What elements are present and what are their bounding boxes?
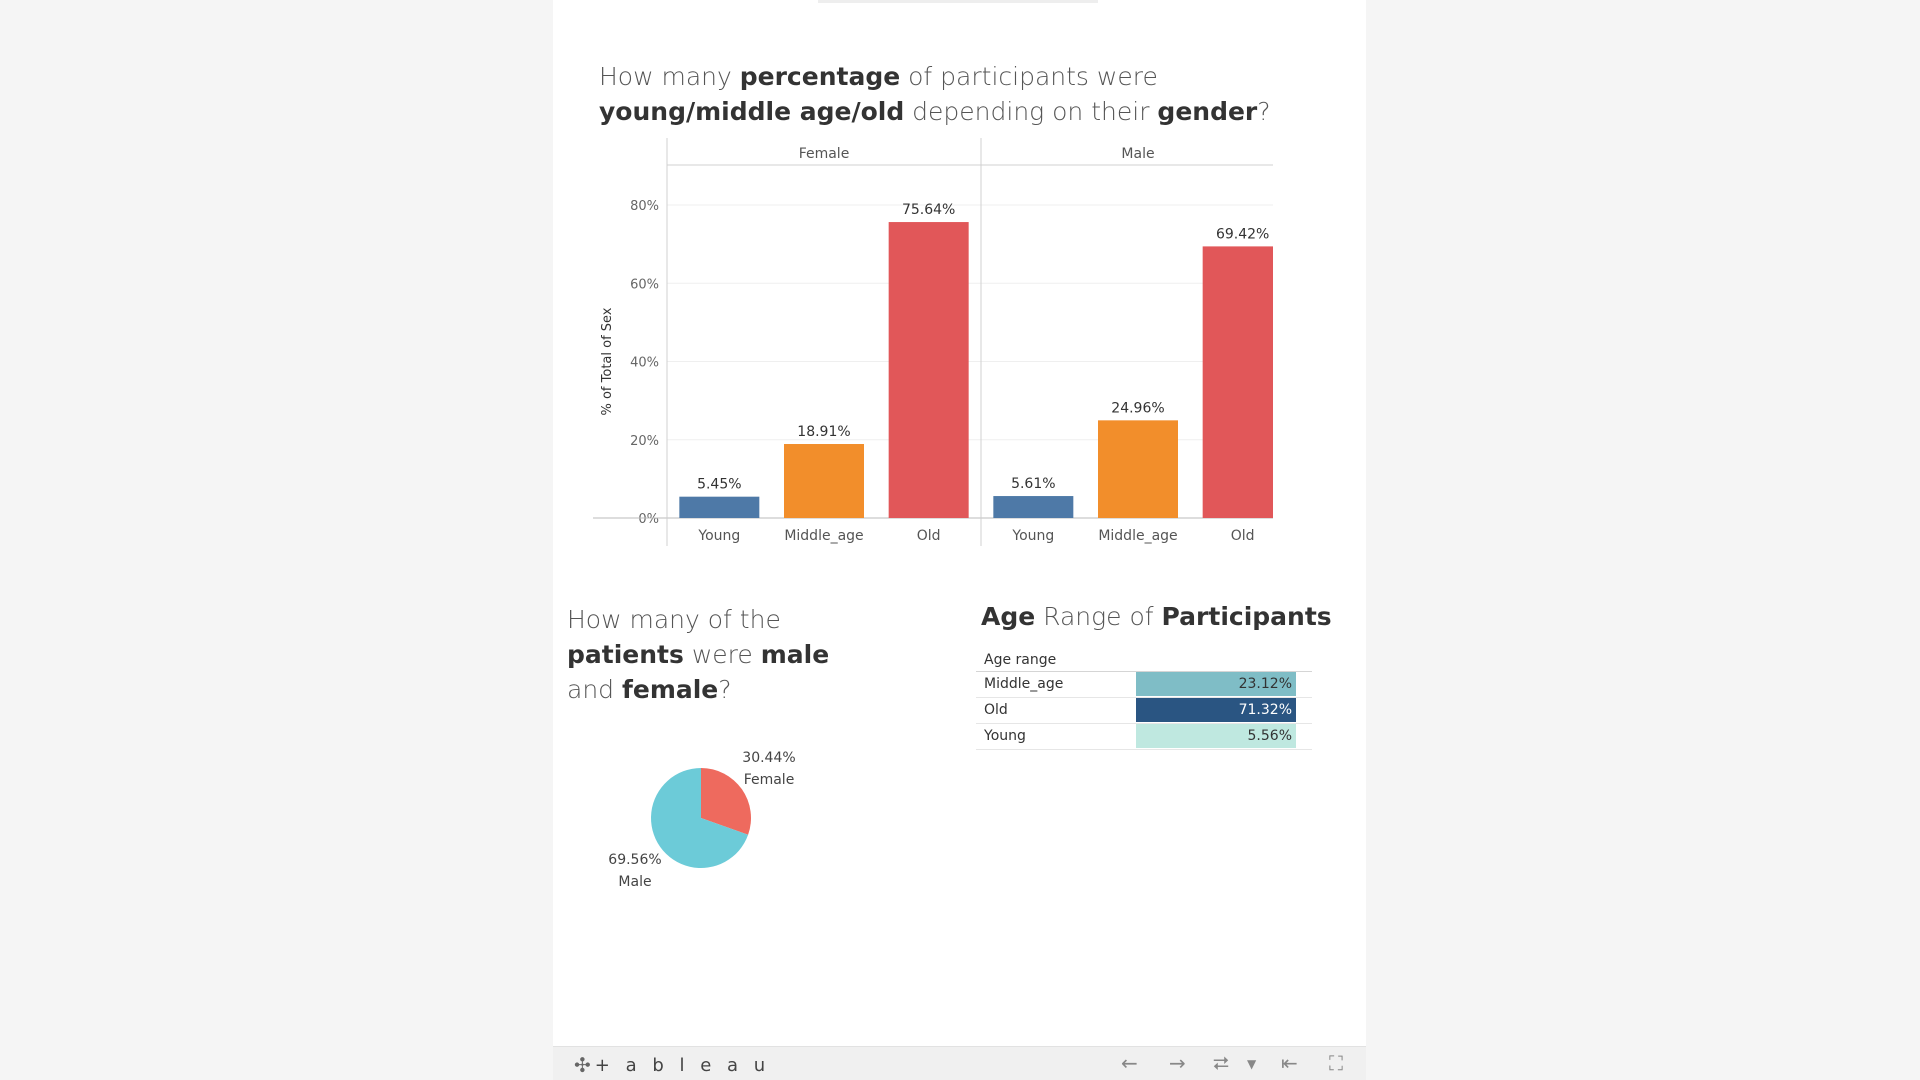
table-row: Middle_age 23.12% <box>976 672 1312 698</box>
y-axis-title: % of Total of Sex <box>600 307 615 415</box>
data-label: 75.64% <box>902 202 955 218</box>
title-segment: ? <box>718 675 732 704</box>
title-segment: and <box>567 675 622 704</box>
y-tick-label: 0% <box>638 512 659 527</box>
row-value-cell: 23.12% <box>1136 672 1296 696</box>
fullscreen-icon[interactable]: ⛶ <box>1329 1051 1343 1075</box>
tableau-logo-icon: ✣ <box>574 1053 591 1077</box>
pie-chart-title: How many of the patients were male and f… <box>567 602 847 707</box>
pie-slice-female <box>701 768 751 835</box>
title-segment: percentage <box>739 62 901 91</box>
x-tick-label: Young <box>1011 528 1054 544</box>
row-value-cell: 5.56% <box>1136 724 1296 748</box>
pie-name-label: Female <box>744 772 795 788</box>
title-segment: Participants <box>1161 602 1332 631</box>
data-label: 69.42% <box>1216 226 1269 242</box>
bar-male-middle_age <box>1098 420 1178 518</box>
facet-label-female: Female <box>799 146 850 162</box>
bar-chart-title: How many percentage of participants were… <box>599 59 1319 129</box>
x-tick-label: Old <box>917 528 941 544</box>
row-value-cell: 71.32% <box>1136 698 1296 722</box>
age-range-table: Age range Middle_age 23.12% Old 71.32% Young… <box>976 647 1312 750</box>
x-tick-label: Middle_age <box>1098 528 1177 544</box>
data-label: 5.61% <box>1011 476 1055 492</box>
title-segment: gender <box>1157 97 1258 126</box>
row-label: Middle_age <box>984 676 1064 692</box>
title-segment: female <box>621 675 719 704</box>
dropdown-icon[interactable]: ▼ <box>1247 1057 1257 1071</box>
title-segment: patients <box>567 640 684 669</box>
bar-female-middle_age <box>784 444 864 518</box>
facet-label-male: Male <box>1121 146 1154 162</box>
table-header: Age range <box>976 647 1312 672</box>
pie-value-label: 69.56% <box>608 852 661 868</box>
title-segment: How many <box>599 62 740 91</box>
top-divider <box>818 0 1098 3</box>
row-label: Old <box>984 702 1008 718</box>
dashboard: How many percentage of participants were… <box>553 0 1366 1080</box>
title-segment: depending on their <box>904 97 1158 126</box>
x-tick-label: Middle_age <box>784 528 863 544</box>
title-segment: Age <box>981 602 1036 631</box>
y-tick-label: 60% <box>630 277 659 292</box>
bar-male-young <box>993 496 1074 518</box>
pie-chart: 30.44% Female 69.56% Male <box>608 750 795 890</box>
title-segment: male <box>760 640 830 669</box>
y-tick-label: 80% <box>630 199 659 214</box>
tableau-footer: ✣ + a b l e a u ← → ⮂ ▼ ⇤ ⛶ <box>553 1046 1366 1080</box>
title-segment: Range of <box>1035 602 1162 631</box>
data-label: 5.45% <box>697 477 741 493</box>
data-label: 24.96% <box>1111 400 1164 416</box>
title-segment: of participants were <box>900 62 1158 91</box>
title-segment: young/middle age/old <box>599 97 905 126</box>
bar-female-old <box>888 222 969 518</box>
x-tick-label: Old <box>1231 528 1255 544</box>
y-tick-label: 20% <box>630 434 659 449</box>
data-label: 18.91% <box>797 424 850 440</box>
x-tick-label: Young <box>697 528 740 544</box>
title-segment: How many of the <box>567 605 781 634</box>
pie-name-label: Male <box>618 874 651 890</box>
y-tick-label: 40% <box>630 356 659 371</box>
revert-icon[interactable]: ⮂ <box>1213 1051 1229 1075</box>
bar-chart: 0% 20% 40% 60% 80% % of Total of Sex Female 5.4… <box>593 138 1273 546</box>
pie-value-label: 30.44% <box>742 750 795 766</box>
table-title: Age Range of Participants <box>981 599 1341 634</box>
pie-slice-male <box>651 768 749 868</box>
bar-male-old <box>1202 246 1273 518</box>
tableau-logo[interactable]: ✣ + a b l e a u <box>574 1053 770 1077</box>
bar-female-young <box>679 496 760 518</box>
undo-icon[interactable]: ← <box>1121 1051 1138 1075</box>
table-row: Old 71.32% <box>976 698 1312 724</box>
table-row: Young 5.56% <box>976 724 1312 750</box>
first-icon[interactable]: ⇤ <box>1281 1051 1298 1075</box>
redo-icon[interactable]: → <box>1169 1051 1186 1075</box>
tableau-logo-text: + a b l e a u <box>594 1054 771 1076</box>
row-label: Young <box>984 728 1026 744</box>
title-segment: ? <box>1257 97 1271 126</box>
title-segment: were <box>683 640 761 669</box>
